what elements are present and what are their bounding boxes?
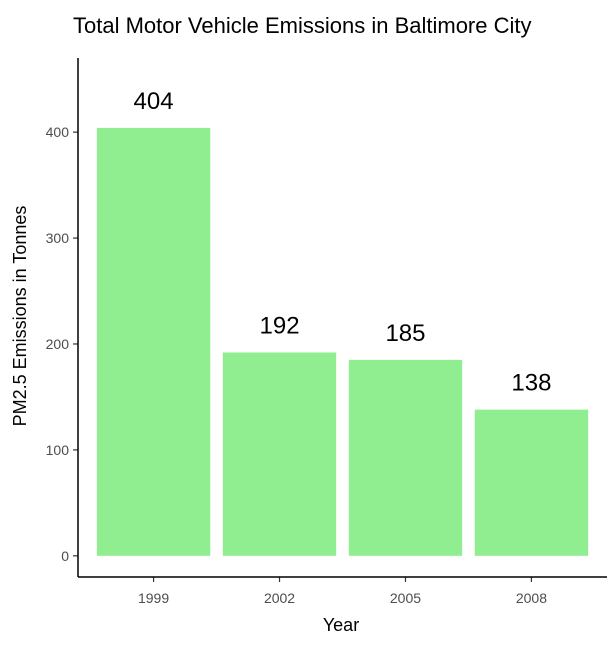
chart-title: Total Motor Vehicle Emissions in Baltimo… xyxy=(73,13,532,38)
bar-2005 xyxy=(348,359,463,556)
y-axis-title: PM2.5 Emissions in Tonnes xyxy=(10,206,30,427)
x-tick-label-2008: 2008 xyxy=(516,590,547,606)
bar-2008 xyxy=(474,409,589,556)
data-label-2005: 185 xyxy=(385,320,425,347)
y-tick-label-300: 300 xyxy=(46,230,70,246)
data-label-2002: 192 xyxy=(260,312,300,339)
y-axis-ticks: 0 100 200 300 400 xyxy=(46,124,78,564)
bars xyxy=(96,127,589,556)
y-tick-label-0: 0 xyxy=(61,548,69,564)
y-tick-label-400: 400 xyxy=(46,124,70,140)
x-tick-label-2002: 2002 xyxy=(264,590,295,606)
x-axis-ticks: 1999 2002 2005 2008 xyxy=(138,577,547,606)
x-tick-label-2005: 2005 xyxy=(390,590,421,606)
y-tick-label-200: 200 xyxy=(46,336,70,352)
y-tick-label-100: 100 xyxy=(46,442,70,458)
x-tick-label-1999: 1999 xyxy=(138,590,169,606)
bar-1999 xyxy=(96,127,211,556)
data-label-2008: 138 xyxy=(511,370,551,397)
bar-2002 xyxy=(222,352,337,556)
data-label-1999: 404 xyxy=(134,88,174,115)
x-axis-title: Year xyxy=(323,615,359,635)
data-labels: 404 192 185 138 xyxy=(134,88,552,397)
